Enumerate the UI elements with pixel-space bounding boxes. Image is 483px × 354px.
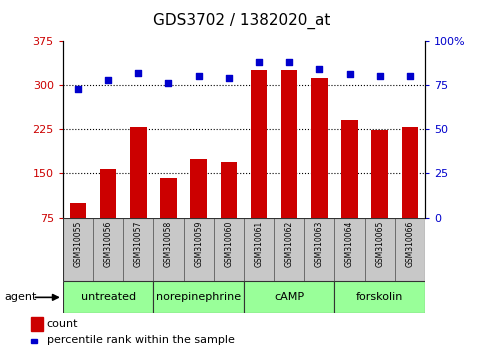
Bar bbox=[93, 218, 123, 281]
Bar bbox=[334, 218, 365, 281]
Point bbox=[74, 86, 82, 91]
Text: GSM310065: GSM310065 bbox=[375, 221, 384, 267]
Bar bbox=[244, 218, 274, 281]
Text: GSM310057: GSM310057 bbox=[134, 221, 143, 267]
Point bbox=[285, 59, 293, 65]
Point bbox=[376, 73, 384, 79]
Bar bbox=[213, 218, 244, 281]
Text: GSM310064: GSM310064 bbox=[345, 221, 354, 267]
Bar bbox=[311, 78, 327, 218]
Bar bbox=[63, 218, 93, 281]
Bar bbox=[63, 281, 154, 313]
Bar bbox=[244, 281, 334, 313]
Text: GSM310059: GSM310059 bbox=[194, 221, 203, 267]
Text: norepinephrine: norepinephrine bbox=[156, 292, 241, 302]
Point bbox=[315, 66, 323, 72]
Bar bbox=[100, 169, 116, 218]
Text: GSM310063: GSM310063 bbox=[315, 221, 324, 267]
Bar bbox=[154, 281, 244, 313]
Point bbox=[255, 59, 263, 65]
Bar bbox=[334, 281, 425, 313]
Text: agent: agent bbox=[5, 292, 37, 302]
Point bbox=[104, 77, 112, 82]
Text: untreated: untreated bbox=[81, 292, 136, 302]
Text: GDS3702 / 1382020_at: GDS3702 / 1382020_at bbox=[153, 12, 330, 29]
Text: cAMP: cAMP bbox=[274, 292, 304, 302]
Bar bbox=[184, 218, 213, 281]
Bar bbox=[130, 127, 146, 218]
Text: GSM310058: GSM310058 bbox=[164, 221, 173, 267]
Point bbox=[165, 80, 172, 86]
Point bbox=[225, 75, 233, 81]
Text: GSM310066: GSM310066 bbox=[405, 221, 414, 267]
Text: GSM310061: GSM310061 bbox=[255, 221, 264, 267]
Point bbox=[195, 73, 202, 79]
Text: forskolin: forskolin bbox=[356, 292, 403, 302]
Text: GSM310062: GSM310062 bbox=[284, 221, 294, 267]
Bar bbox=[251, 70, 267, 218]
Bar bbox=[395, 218, 425, 281]
Bar bbox=[304, 218, 334, 281]
Bar bbox=[221, 162, 237, 218]
Bar bbox=[190, 159, 207, 218]
Bar bbox=[160, 178, 177, 218]
Bar bbox=[402, 127, 418, 218]
Bar bbox=[281, 70, 298, 218]
Point bbox=[346, 72, 354, 77]
Text: GSM310060: GSM310060 bbox=[224, 221, 233, 267]
Point bbox=[134, 70, 142, 75]
Bar bbox=[371, 130, 388, 218]
Bar bbox=[341, 120, 358, 218]
Bar bbox=[70, 203, 86, 218]
Bar bbox=[123, 218, 154, 281]
Bar bbox=[274, 218, 304, 281]
Bar bbox=[365, 218, 395, 281]
Bar bbox=[154, 218, 184, 281]
Text: count: count bbox=[47, 319, 78, 329]
Point bbox=[406, 73, 414, 79]
Text: percentile rank within the sample: percentile rank within the sample bbox=[47, 335, 235, 345]
Text: GSM310056: GSM310056 bbox=[103, 221, 113, 267]
Text: GSM310055: GSM310055 bbox=[73, 221, 83, 267]
